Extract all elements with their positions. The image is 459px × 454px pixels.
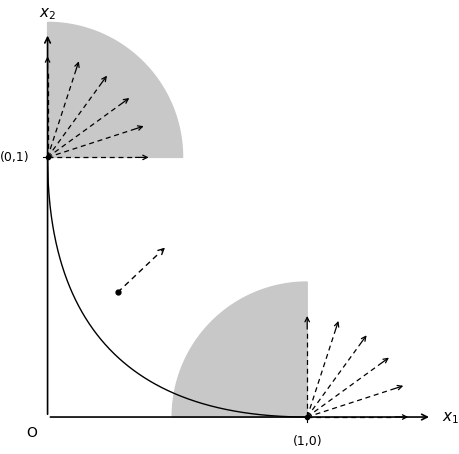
Text: $x_1$: $x_1$ <box>441 410 459 426</box>
Text: O: O <box>27 425 37 439</box>
Text: $x_2$: $x_2$ <box>39 7 56 22</box>
Text: (1,0): (1,0) <box>292 435 321 448</box>
Text: (0,1): (0,1) <box>0 151 29 164</box>
Polygon shape <box>47 22 182 158</box>
Polygon shape <box>172 282 307 417</box>
